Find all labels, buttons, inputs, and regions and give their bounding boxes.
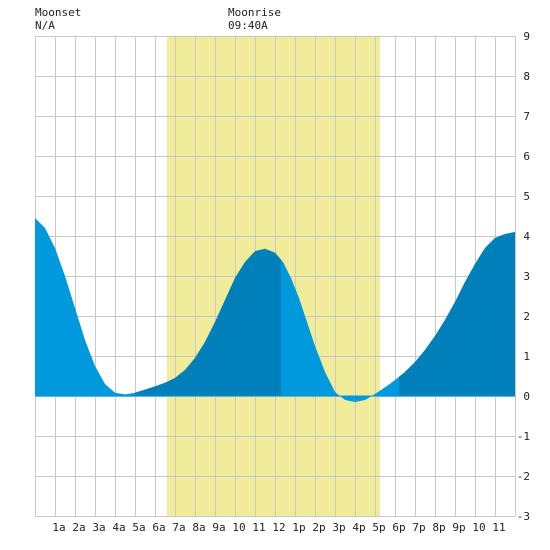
tide-rising-area — [135, 248, 281, 396]
x-tick-label: 8p — [432, 521, 445, 534]
x-tick-label: 4a — [112, 521, 125, 534]
y-tick-label: 2 — [523, 310, 530, 323]
x-tick-label: 1a — [52, 521, 65, 534]
y-tick-label: 4 — [523, 230, 530, 243]
grid-layer — [35, 36, 516, 517]
y-tick-labels: -3 -2 -1 0 1 2 3 4 5 6 7 8 9 — [517, 30, 531, 523]
y-tick-label: 1 — [523, 350, 530, 363]
tide-area-layer — [35, 218, 515, 402]
moonrise-value: 09:40A — [228, 19, 268, 32]
y-tick-label: 6 — [523, 150, 530, 163]
y-tick-label: -2 — [517, 470, 530, 483]
y-tick-label: 0 — [523, 390, 530, 403]
x-tick-label: 9p — [452, 521, 465, 534]
x-tick-label: 10 — [232, 521, 245, 534]
x-tick-label: 3a — [92, 521, 105, 534]
x-tick-label: 1p — [292, 521, 305, 534]
x-tick-label: 7p — [412, 521, 425, 534]
moonrise-label: Moonrise — [228, 6, 281, 19]
x-tick-label: 2a — [72, 521, 85, 534]
x-tick-label: 5p — [372, 521, 385, 534]
x-tick-label: 10 — [472, 521, 485, 534]
x-tick-label: 4p — [352, 521, 365, 534]
x-tick-label: 8a — [192, 521, 205, 534]
y-tick-label: -1 — [517, 430, 530, 443]
x-tick-label: 11 — [252, 521, 265, 534]
x-tick-labels: 1a 2a 3a 4a 5a 6a 7a 8a 9a 10 11 12 1p 2p 3p 4p 5p 6p 7p 8p… — [52, 521, 505, 534]
x-tick-label: 9a — [212, 521, 225, 534]
moonset-label: Moonset — [35, 6, 81, 19]
y-tick-label: 5 — [523, 190, 530, 203]
x-tick-label: 2p — [312, 521, 325, 534]
y-tick-label: 3 — [523, 270, 530, 283]
tide-rising-area — [399, 232, 515, 396]
x-tick-label: 12 — [272, 521, 285, 534]
moonset-value: N/A — [35, 19, 55, 32]
y-tick-label: -3 — [517, 510, 530, 523]
x-tick-label: 11 — [492, 521, 505, 534]
x-tick-label: 3p — [332, 521, 345, 534]
x-tick-label: 5a — [132, 521, 145, 534]
x-tick-label: 6p — [392, 521, 405, 534]
x-tick-label: 6a — [152, 521, 165, 534]
y-tick-label: 7 — [523, 110, 530, 123]
x-tick-label: 7a — [172, 521, 185, 534]
y-tick-label: 8 — [523, 70, 530, 83]
y-tick-label: 9 — [523, 30, 530, 43]
